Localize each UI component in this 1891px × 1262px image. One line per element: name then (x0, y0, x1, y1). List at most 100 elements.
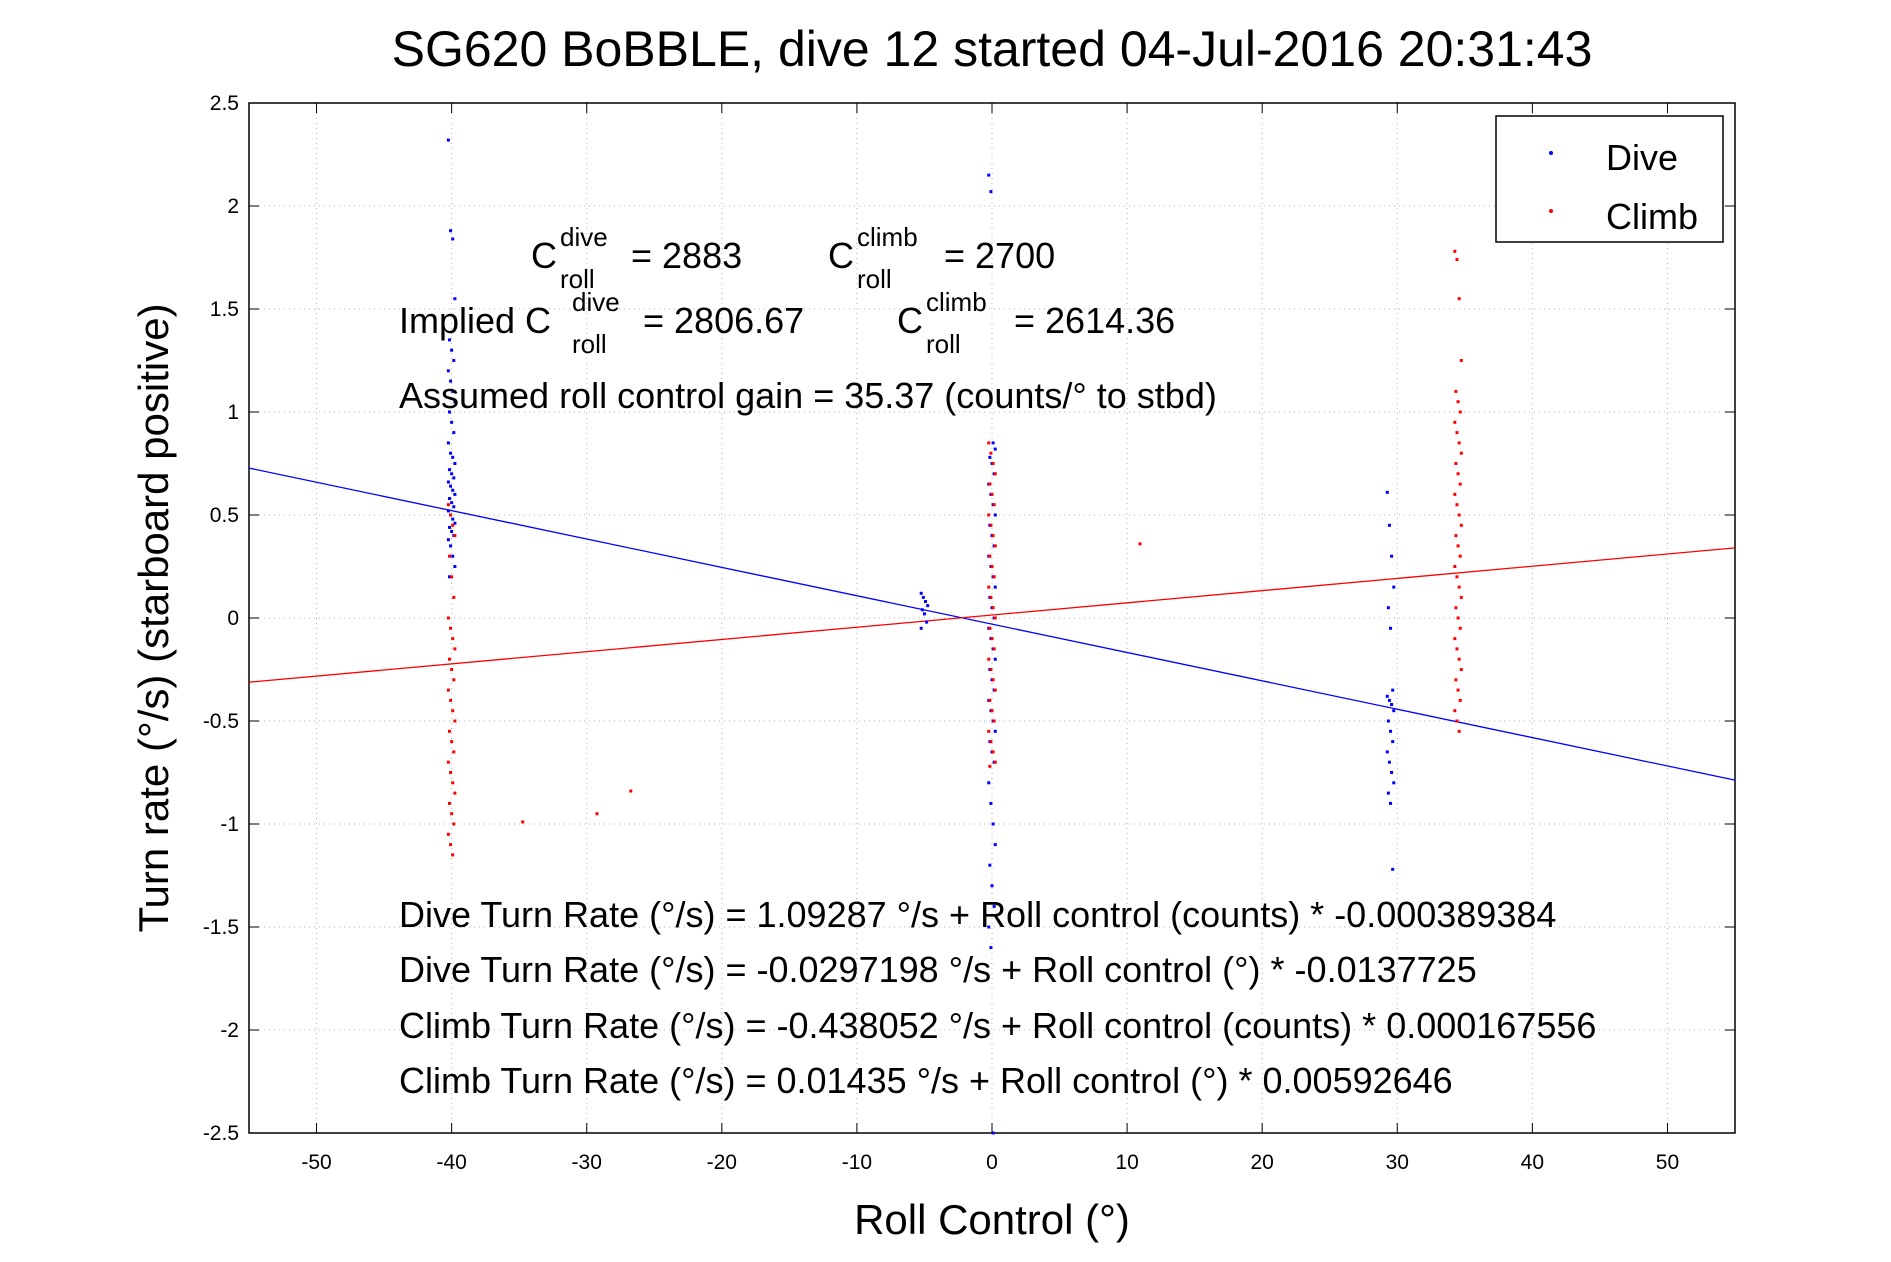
annotation-c-roll: C dive roll = 2883 C climb roll = 2700 (531, 222, 1055, 294)
data-point-dive (446, 509, 450, 513)
data-point-climb (1456, 688, 1460, 692)
data-point-dive (1392, 781, 1396, 785)
data-point-dive (447, 525, 451, 529)
data-point-dive (919, 626, 923, 630)
data-point-dive (1387, 523, 1391, 527)
data-point-climb (452, 678, 456, 682)
fit-lines (248, 467, 1736, 781)
data-point-dive (1387, 760, 1391, 764)
data-point-climb (450, 575, 454, 579)
data-point-dive (453, 565, 457, 568)
data-point-climb (452, 822, 456, 826)
data-point-climb (449, 626, 453, 630)
data-point-climb (987, 729, 991, 733)
data-point-climb (449, 698, 453, 702)
data-point-climb (451, 781, 455, 785)
data-point-climb (1455, 647, 1459, 651)
y-tick-label: -1.5 (203, 916, 239, 939)
data-point-dive (993, 843, 997, 847)
data-point-dive (446, 138, 450, 142)
y-axis-label: Turn rate (°/s) (starboard positive) (130, 303, 177, 932)
data-point-climb (1456, 616, 1460, 620)
data-point-dive (1392, 709, 1396, 713)
data-point-dive (922, 612, 926, 616)
data-point-dive (1386, 719, 1390, 723)
data-point-dive (452, 359, 456, 362)
data-point-climb (990, 709, 994, 713)
data-point-climb (993, 760, 997, 764)
data-point-dive (987, 781, 991, 785)
data-point-climb (1453, 492, 1457, 496)
data-point-dive (993, 729, 997, 733)
x-tick-label: 0 (986, 1151, 998, 1174)
y-tick-label: -2.5 (203, 1122, 239, 1145)
data-point-climb (989, 668, 993, 671)
data-point-climb (991, 750, 995, 754)
data-point-climb (1457, 441, 1461, 445)
data-point-dive (1385, 490, 1389, 494)
data-point-climb (451, 853, 455, 857)
data-point-dive (924, 600, 928, 604)
data-point-dive (451, 554, 455, 558)
data-point-climb (1454, 606, 1458, 610)
data-point-dive (1386, 791, 1390, 795)
data-point-dive (451, 488, 455, 492)
data-point-dive (453, 400, 457, 404)
c-climb-value: = 2700 (944, 235, 1055, 276)
data-point-dive (1389, 801, 1393, 805)
data-point-dive (452, 476, 456, 480)
chart-title: SG620 BoBBLE, dive 12 started 04-Jul-201… (392, 21, 1593, 77)
data-point-dive (446, 538, 450, 542)
data-point-climb (446, 616, 450, 620)
axis-ticks: -50 -40 -30 -20 -10 0 10 20 30 40 50-2.5-2-1.5-1-0… (203, 92, 1735, 1174)
grid-lines (249, 102, 1735, 1134)
data-point-climb (1458, 410, 1462, 414)
x-tick-label: -50 (301, 1151, 331, 1174)
data-point-climb (1457, 297, 1461, 301)
data-point-climb (446, 688, 450, 692)
annotation-equation-3: Climb Turn Rate (°/s) = -0.438052 °/s + … (399, 1005, 1596, 1046)
implied-dive-value: = 2806.67 (643, 300, 804, 341)
data-point-climb (989, 451, 993, 455)
data-point-climb (1457, 729, 1461, 733)
c-climb-label: C (828, 235, 854, 276)
data-point-climb (451, 637, 455, 641)
data-point-dive (920, 608, 924, 612)
y-tick-label: 0.5 (210, 504, 239, 527)
data-point-dive (449, 451, 453, 455)
data-point-dive (919, 591, 923, 595)
data-point-climb (1456, 544, 1460, 548)
implied-dive-sub: roll (572, 329, 607, 359)
data-point-climb (987, 441, 991, 445)
data-point-climb (1453, 420, 1457, 424)
data-point-climb (1454, 389, 1458, 393)
data-point-dive (989, 801, 993, 805)
data-point-climb (988, 698, 992, 702)
data-point-climb (988, 554, 992, 558)
c-climb-sup: climb (857, 222, 918, 252)
data-point-climb (1458, 698, 1462, 702)
x-tick-label: 50 (1656, 1151, 1679, 1174)
data-point-climb (1458, 482, 1462, 486)
c-dive-value: = 2883 (631, 235, 742, 276)
legend-marker-climb (1549, 209, 1553, 213)
legend-label-dive: Dive (1606, 137, 1678, 178)
annotation-implied-c-roll: Implied C dive roll = 2806.67 C climb ro… (399, 287, 1175, 359)
data-point-climb (629, 789, 633, 793)
data-point-dive (1391, 688, 1395, 692)
data-point-dive (1385, 694, 1389, 698)
data-point-climb (1454, 534, 1458, 538)
data-point-climb (1455, 431, 1459, 435)
y-tick-label: 1 (227, 401, 239, 424)
data-point-climb (449, 843, 453, 847)
x-tick-label: 10 (1115, 1151, 1138, 1174)
data-point-dive (446, 480, 450, 484)
y-tick-label: -2 (220, 1019, 239, 1042)
data-point-dive (453, 297, 457, 301)
data-point-climb (987, 657, 991, 661)
data-point-climb (451, 523, 455, 527)
y-tick-label: -0.5 (203, 710, 239, 733)
data-point-climb (1459, 668, 1463, 671)
data-point-climb (1456, 472, 1460, 476)
data-point-climb (990, 492, 994, 496)
